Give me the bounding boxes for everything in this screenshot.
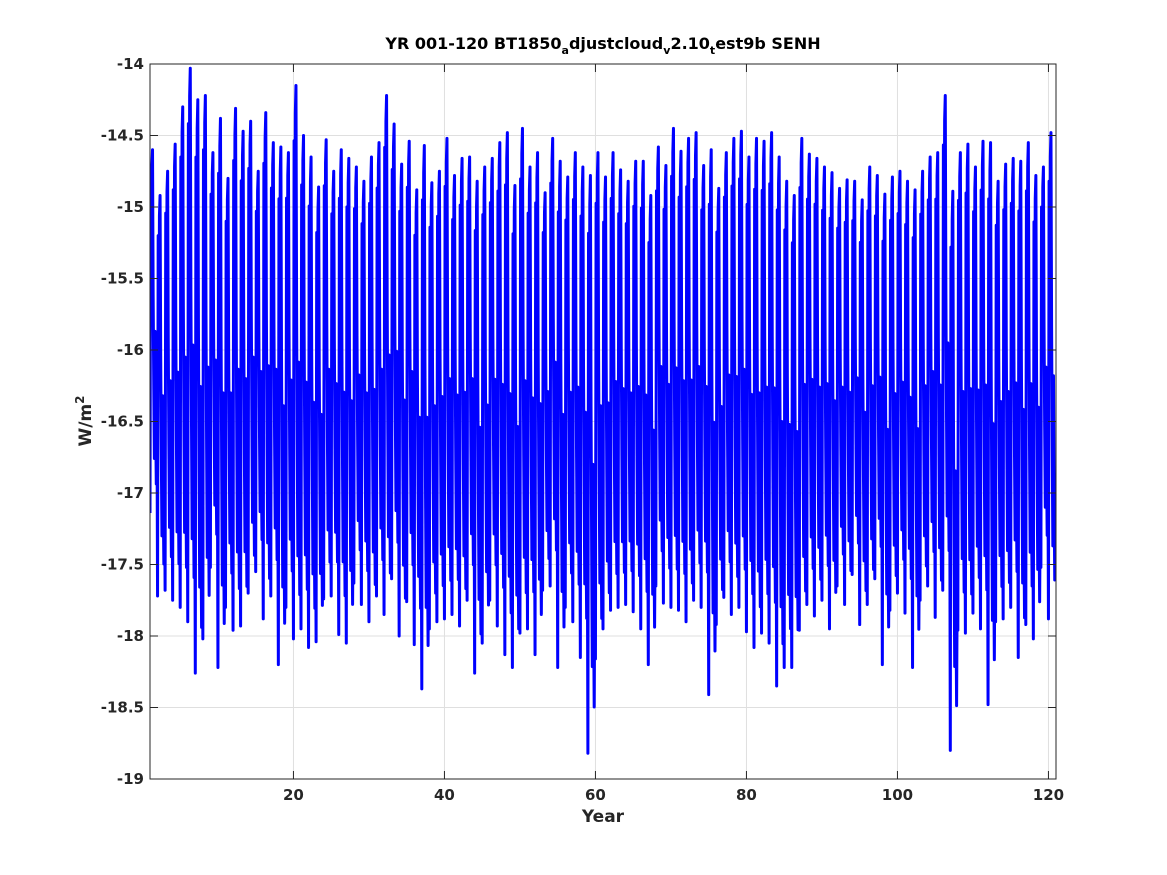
series-line <box>150 66 1056 755</box>
title-part: 2.10 <box>670 34 709 53</box>
x-axis-label: Year <box>581 807 625 827</box>
y-tick-label: -15 <box>117 198 144 216</box>
series-layer <box>150 66 1056 755</box>
y-tick-label: -14 <box>117 55 144 73</box>
x-tick-label: 40 <box>434 786 455 804</box>
y-axis-label-superscript: 2 <box>73 395 87 403</box>
x-axis-ticks: 20 40 60 80 100 120 <box>283 64 1064 804</box>
title-part: est9b SENH <box>715 34 820 53</box>
title-part: YR 001-120 BT1850 <box>384 34 561 53</box>
y-tick-label: -17.5 <box>101 556 144 574</box>
x-tick-label: 80 <box>736 786 757 804</box>
title-part: v <box>663 44 671 57</box>
title-part: a <box>562 44 569 57</box>
y-tick-label: -18 <box>117 627 144 645</box>
y-tick-label: -15.5 <box>101 270 144 288</box>
y-axis-label: W/m2 <box>73 395 96 446</box>
y-tick-label: -17 <box>117 484 144 502</box>
y-axis-ticks: -14 -14.5 -15 -15.5 -16 -16.5 -17 -17.5 -18 -18.5… <box>101 55 1056 788</box>
y-tick-label: -19 <box>117 770 144 788</box>
x-tick-label: 20 <box>283 786 304 804</box>
title-part: t <box>710 44 715 57</box>
y-tick-label: -18.5 <box>101 699 144 717</box>
title-part: djustcloud <box>569 34 663 53</box>
x-tick-label: 120 <box>1033 786 1064 804</box>
x-tick-label: 100 <box>882 786 913 804</box>
x-tick-label: 60 <box>585 786 606 804</box>
chart-title: YR 001-120 BT1850adjustcloudv2.10test9b … <box>384 34 820 57</box>
y-tick-label: -14.5 <box>101 127 144 145</box>
y-axis-label-main: W/m <box>76 404 96 447</box>
y-tick-label: -16.5 <box>101 413 144 431</box>
y-tick-label: -16 <box>117 341 144 359</box>
